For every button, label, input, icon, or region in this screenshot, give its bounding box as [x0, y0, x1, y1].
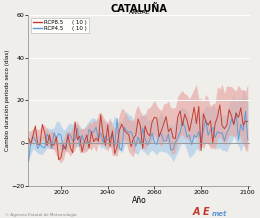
- X-axis label: Año: Año: [132, 196, 147, 205]
- Y-axis label: Cambio duración periodo seco (días): Cambio duración periodo seco (días): [4, 50, 10, 151]
- Text: E: E: [203, 207, 209, 217]
- Title: CATALUÑA: CATALUÑA: [111, 4, 168, 14]
- Text: © Agencia Estatal de Meteorología: © Agencia Estatal de Meteorología: [5, 213, 77, 217]
- Text: ANUAL: ANUAL: [129, 10, 150, 15]
- Text: met: met: [212, 211, 227, 217]
- Legend: RCP8.5     ( 10 ), RCP4.5     ( 10 ): RCP8.5 ( 10 ), RCP4.5 ( 10 ): [31, 18, 89, 33]
- Text: A: A: [192, 207, 200, 217]
